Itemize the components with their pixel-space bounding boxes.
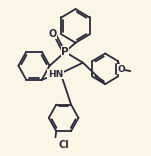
Text: O: O bbox=[48, 29, 57, 39]
Text: P: P bbox=[61, 47, 69, 57]
Text: O: O bbox=[117, 65, 125, 74]
Text: Cl: Cl bbox=[58, 140, 69, 150]
Text: HN: HN bbox=[48, 70, 63, 79]
